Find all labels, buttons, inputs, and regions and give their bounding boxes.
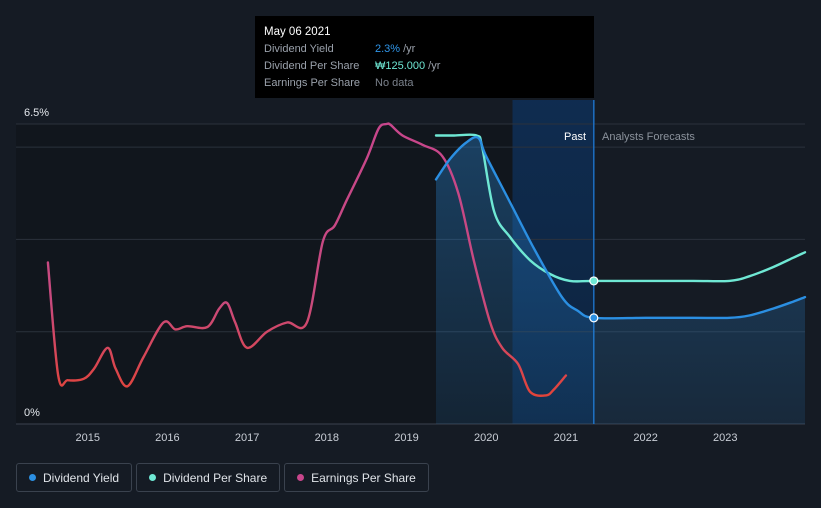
tooltip-unit: /yr xyxy=(403,43,416,55)
legend-item-dividend-per-share[interactable]: Dividend Per Share xyxy=(136,463,281,492)
tooltip-label: Dividend Yield xyxy=(264,43,334,55)
legend-item-dividend-yield[interactable]: Dividend Yield xyxy=(16,463,133,492)
tooltip-label: Dividend Per Share xyxy=(264,60,360,72)
y-min-label: 0% xyxy=(24,407,40,419)
legend-label: Earnings Per Share xyxy=(311,470,416,485)
tooltip-row: Earnings Per Share No data xyxy=(264,75,585,92)
dividend-yield-line xyxy=(434,135,807,320)
tooltip: May 06 2021 Dividend Yield 2.3% /yr Divi… xyxy=(255,16,594,98)
x-tick-label: 2021 xyxy=(554,432,578,444)
x-tick-label: 2023 xyxy=(713,432,737,444)
earnings-per-share-line xyxy=(46,122,568,397)
past-label: Past xyxy=(564,131,586,143)
legend-dot-icon xyxy=(29,474,36,481)
dividend-yield-marker xyxy=(589,313,599,323)
x-tick-label: 2022 xyxy=(633,432,657,444)
dividend-per-share-marker xyxy=(589,276,599,286)
legend-dot-icon xyxy=(297,474,305,481)
tooltip-row: Dividend Yield 2.3% /yr xyxy=(264,41,585,58)
tooltip-value: No data xyxy=(375,77,414,89)
tooltip-label: Earnings Per Share xyxy=(264,77,360,89)
tooltip-row: Dividend Per Share ₩125.000 /yr xyxy=(264,58,585,75)
forecast-label: Analysts Forecasts xyxy=(602,131,695,143)
y-max-label: 6.5% xyxy=(24,107,49,119)
tooltip-unit: /yr xyxy=(428,60,441,72)
tooltip-value: ₩125.000 xyxy=(375,60,426,72)
x-tick-label: 2019 xyxy=(394,432,418,444)
legend-dot-icon xyxy=(149,474,157,481)
x-tick-label: 2017 xyxy=(235,432,259,444)
x-tick-label: 2018 xyxy=(315,432,339,444)
tooltip-value: 2.3% xyxy=(375,43,401,55)
legend-item-earnings-per-share[interactable]: Earnings Per Share xyxy=(284,463,429,492)
legend-label: Dividend Yield xyxy=(43,470,120,485)
x-tick-label: 2016 xyxy=(155,432,179,444)
dividend-yield-area xyxy=(436,137,805,425)
legend-label: Dividend Per Share xyxy=(163,470,268,485)
highlight-markers xyxy=(589,276,599,323)
x-tick-label: 2015 xyxy=(75,432,99,444)
legend: Dividend Yield Dividend Per Share Earnin… xyxy=(16,463,433,492)
x-tick-label: 2020 xyxy=(474,432,498,444)
tooltip-date: May 06 2021 xyxy=(264,26,331,38)
x-axis-ticks: 2015 2016 2017 2018 2019 2020 2021 2022 2023 xyxy=(75,432,737,444)
